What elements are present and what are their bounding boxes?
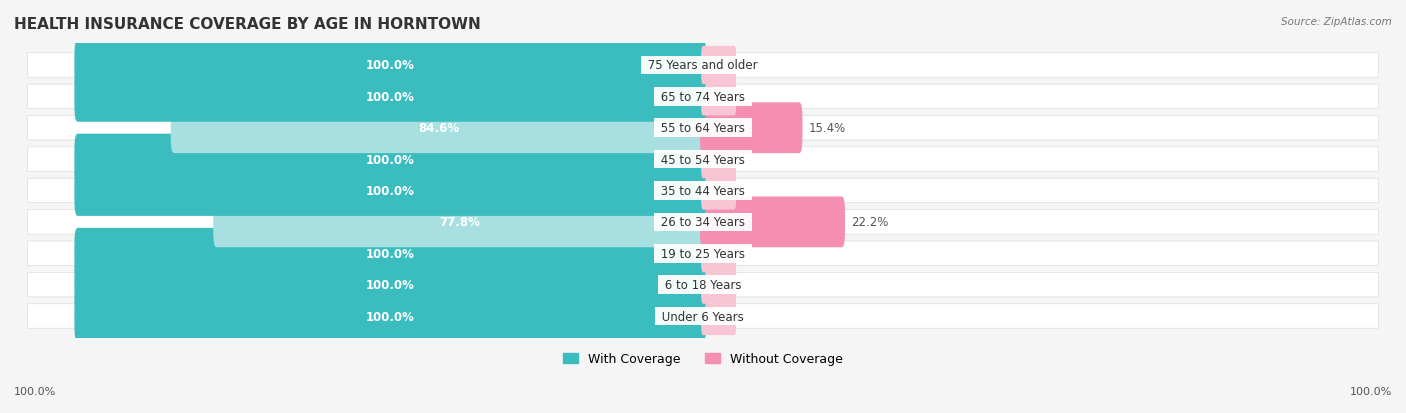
Text: 100.0%: 100.0% [366,247,415,260]
Text: 100.0%: 100.0% [1350,387,1392,396]
FancyBboxPatch shape [75,228,706,279]
FancyBboxPatch shape [75,134,706,185]
FancyBboxPatch shape [702,266,737,304]
Text: 0.0%: 0.0% [716,247,745,260]
Text: 100.0%: 100.0% [366,90,415,104]
FancyBboxPatch shape [700,197,845,248]
Text: 0.0%: 0.0% [716,59,745,72]
Text: 15.4%: 15.4% [808,122,846,135]
FancyBboxPatch shape [28,85,1378,109]
Text: 75 Years and older: 75 Years and older [644,59,762,72]
Text: 0.0%: 0.0% [716,153,745,166]
FancyBboxPatch shape [170,103,706,154]
FancyBboxPatch shape [75,40,706,91]
FancyBboxPatch shape [75,291,706,342]
Text: 0.0%: 0.0% [716,310,745,323]
FancyBboxPatch shape [75,72,706,122]
FancyBboxPatch shape [75,166,706,216]
FancyBboxPatch shape [702,78,737,116]
Text: 84.6%: 84.6% [418,122,458,135]
FancyBboxPatch shape [28,273,1378,297]
FancyBboxPatch shape [75,260,706,310]
Text: 100.0%: 100.0% [366,153,415,166]
Text: 35 to 44 Years: 35 to 44 Years [657,185,749,197]
FancyBboxPatch shape [28,242,1378,266]
Legend: With Coverage, Without Coverage: With Coverage, Without Coverage [558,347,848,370]
Text: 55 to 64 Years: 55 to 64 Years [657,122,749,135]
Text: 26 to 34 Years: 26 to 34 Years [657,216,749,229]
FancyBboxPatch shape [28,179,1378,203]
Text: Under 6 Years: Under 6 Years [658,310,748,323]
FancyBboxPatch shape [702,235,737,273]
Text: 100.0%: 100.0% [366,310,415,323]
Text: 22.2%: 22.2% [851,216,889,229]
Text: HEALTH INSURANCE COVERAGE BY AGE IN HORNTOWN: HEALTH INSURANCE COVERAGE BY AGE IN HORN… [14,17,481,31]
FancyBboxPatch shape [28,116,1378,140]
FancyBboxPatch shape [702,140,737,179]
FancyBboxPatch shape [700,103,803,154]
Text: 0.0%: 0.0% [716,185,745,197]
FancyBboxPatch shape [28,54,1378,78]
FancyBboxPatch shape [702,47,737,85]
Text: 100.0%: 100.0% [366,59,415,72]
Text: Source: ZipAtlas.com: Source: ZipAtlas.com [1281,17,1392,26]
Text: 45 to 54 Years: 45 to 54 Years [657,153,749,166]
Text: 77.8%: 77.8% [439,216,479,229]
FancyBboxPatch shape [28,147,1378,172]
FancyBboxPatch shape [702,297,737,335]
FancyBboxPatch shape [702,172,737,210]
Text: 100.0%: 100.0% [366,185,415,197]
FancyBboxPatch shape [28,304,1378,328]
Text: 0.0%: 0.0% [716,90,745,104]
FancyBboxPatch shape [28,210,1378,235]
FancyBboxPatch shape [214,197,706,248]
Text: 6 to 18 Years: 6 to 18 Years [661,278,745,292]
Text: 19 to 25 Years: 19 to 25 Years [657,247,749,260]
Text: 100.0%: 100.0% [366,278,415,292]
Text: 100.0%: 100.0% [14,387,56,396]
Text: 65 to 74 Years: 65 to 74 Years [657,90,749,104]
Text: 0.0%: 0.0% [716,278,745,292]
